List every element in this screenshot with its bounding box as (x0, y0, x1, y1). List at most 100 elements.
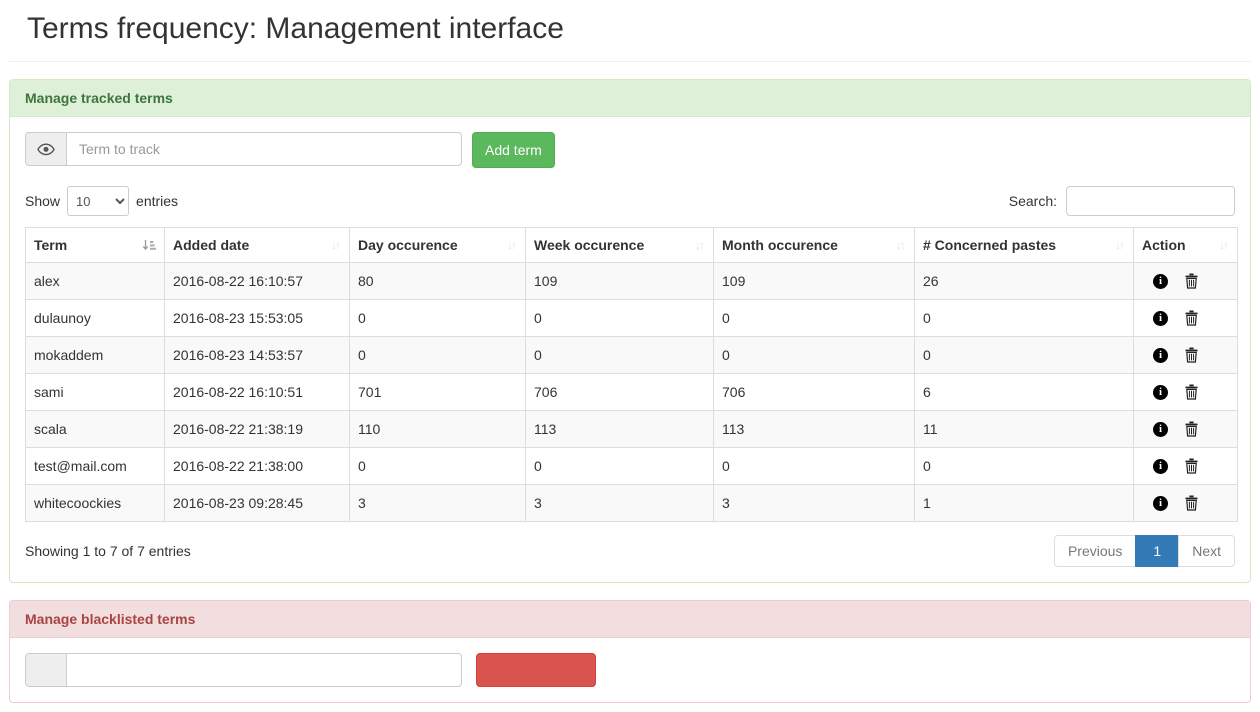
blacklist-addon-icon (25, 653, 66, 687)
cell-action: i (1133, 484, 1238, 522)
table-row: whitecoockies 2016-08-23 09:28:45 3 3 3 1 i (25, 484, 1238, 522)
trash-icon[interactable] (1185, 495, 1198, 511)
cell-day: 701 (349, 373, 526, 411)
column-header-day-occurence[interactable]: Day occurence ↓↑ (349, 227, 526, 263)
cell-pastes: 26 (914, 262, 1134, 300)
info-icon[interactable]: i (1153, 347, 1168, 363)
cell-term: mokaddem (25, 336, 165, 374)
column-header-added-date[interactable]: Added date ↓↑ (164, 227, 350, 263)
search-input[interactable] (1066, 186, 1235, 216)
cell-pastes: 11 (914, 410, 1134, 448)
cell-pastes: 0 (914, 336, 1134, 374)
cell-pastes: 0 (914, 447, 1134, 485)
info-icon[interactable]: i (1153, 495, 1168, 511)
datatable-footer: Showing 1 to 7 of 7 entries Previous 1 N… (25, 535, 1235, 567)
cell-action: i (1133, 373, 1238, 411)
tracked-terms-panel: Manage tracked terms Add term Show (9, 79, 1251, 583)
cell-term: alex (25, 262, 165, 300)
cell-action: i (1133, 336, 1238, 374)
cell-added: 2016-08-22 16:10:51 (164, 373, 350, 411)
cell-month: 3 (713, 484, 915, 522)
sort-icon: ↓↑ (695, 238, 705, 252)
cell-term: whitecoockies (25, 484, 165, 522)
column-header-week-occurence[interactable]: Week occurence ↓↑ (525, 227, 714, 263)
info-icon[interactable]: i (1153, 310, 1168, 326)
pagination-previous[interactable]: Previous (1053, 535, 1137, 567)
search-label: Search: (1008, 193, 1057, 209)
tracked-terms-panel-heading: Manage tracked terms (10, 80, 1250, 117)
cell-week: 109 (525, 262, 714, 300)
cell-day: 3 (349, 484, 526, 522)
eye-icon (25, 132, 66, 166)
search-control: Search: (1009, 186, 1235, 216)
table-info: Showing 1 to 7 of 7 entries (25, 543, 191, 559)
pagination: Previous 1 Next (1053, 535, 1235, 567)
table-row: dulaunoy 2016-08-23 15:53:05 0 0 0 0 i (25, 299, 1238, 337)
cell-day: 80 (349, 262, 526, 300)
cell-month: 0 (713, 447, 915, 485)
cell-day: 0 (349, 447, 526, 485)
term-to-blacklist-input[interactable] (66, 653, 462, 687)
cell-action: i (1133, 262, 1238, 300)
cell-month: 0 (713, 336, 915, 374)
cell-added: 2016-08-23 09:28:45 (164, 484, 350, 522)
sort-icon: ↓↑ (896, 238, 906, 252)
cell-term: sami (25, 373, 165, 411)
blacklisted-terms-panel-body (10, 638, 1250, 702)
cell-pastes: 1 (914, 484, 1134, 522)
info-icon[interactable]: i (1153, 384, 1168, 400)
column-header-action[interactable]: Action ↓↑ (1133, 227, 1238, 263)
page-length-control: Show 10 entries (25, 186, 178, 216)
pagination-next[interactable]: Next (1178, 535, 1235, 567)
tracked-terms-panel-body: Add term Show 10 entries Search: (10, 117, 1250, 582)
sort-icon: ↓↑ (331, 238, 341, 252)
cell-term: scala (25, 410, 165, 448)
sort-icon: ↓↑ (507, 238, 517, 252)
pagination-page-1[interactable]: 1 (1135, 535, 1180, 567)
cell-added: 2016-08-22 21:38:19 (164, 410, 350, 448)
cell-added: 2016-08-22 16:10:57 (164, 262, 350, 300)
cell-month: 0 (713, 299, 915, 337)
trash-icon[interactable] (1185, 421, 1198, 437)
page-title: Terms frequency: Management interface (27, 12, 564, 45)
trash-icon[interactable] (1185, 347, 1198, 363)
info-icon[interactable]: i (1153, 421, 1168, 437)
column-header-term[interactable]: Term (25, 227, 165, 263)
trash-icon[interactable] (1185, 310, 1198, 326)
cell-term: dulaunoy (25, 299, 165, 337)
cell-pastes: 6 (914, 373, 1134, 411)
cell-pastes: 0 (914, 299, 1134, 337)
cell-action: i (1133, 447, 1238, 485)
datatable-controls: Show 10 entries Search: (25, 186, 1235, 216)
column-header-concerned-pastes[interactable]: # Concerned pastes ↓↑ (914, 227, 1134, 263)
cell-action: i (1133, 410, 1238, 448)
trash-icon[interactable] (1185, 384, 1198, 400)
blacklist-term-row (25, 653, 1235, 687)
info-icon[interactable]: i (1153, 458, 1168, 474)
blacklisted-terms-panel: Manage blacklisted terms (9, 600, 1251, 703)
cell-month: 109 (713, 262, 915, 300)
term-to-track-input[interactable] (66, 132, 462, 166)
table-body: alex 2016-08-22 16:10:57 80 109 109 26 i dulaun… (25, 262, 1238, 522)
add-term-button[interactable]: Add term (472, 132, 555, 168)
term-input-group (25, 132, 462, 166)
cell-day: 110 (349, 410, 526, 448)
show-label: Show (25, 193, 61, 209)
cell-month: 706 (713, 373, 915, 411)
column-header-month-occurence[interactable]: Month occurence ↓↑ (713, 227, 915, 263)
sort-icon: ↓↑ (1219, 238, 1229, 252)
tracked-terms-table: Term Added date ↓↑ Day occurence ↓↑ Week occu… (25, 227, 1238, 522)
cell-week: 3 (525, 484, 714, 522)
cell-added: 2016-08-23 14:53:57 (164, 336, 350, 374)
blacklist-term-button[interactable] (476, 653, 596, 687)
cell-day: 0 (349, 336, 526, 374)
trash-icon[interactable] (1185, 458, 1198, 474)
cell-week: 0 (525, 336, 714, 374)
page-length-select[interactable]: 10 (67, 186, 130, 216)
cell-week: 0 (525, 447, 714, 485)
info-icon[interactable]: i (1153, 273, 1168, 289)
trash-icon[interactable] (1185, 273, 1198, 289)
sort-icon: ↓↑ (1115, 238, 1125, 252)
table-row: scala 2016-08-22 21:38:19 110 113 113 11 i (25, 410, 1238, 448)
